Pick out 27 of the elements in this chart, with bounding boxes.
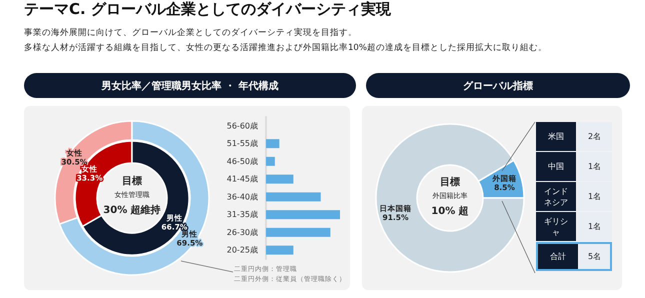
chart-title: グローバル指標 (366, 73, 630, 98)
chart-title: テーマC. グローバル企業としてのダイバーシティ実現 (24, 0, 391, 19)
category-label: 中国 (536, 152, 576, 181)
category-label: ギリシャ (536, 212, 576, 241)
text: 1名 (588, 222, 602, 231)
y-tick-label: 26-30歳 (226, 228, 258, 237)
text: 5名 (588, 252, 602, 261)
category-label: 合計 (538, 244, 578, 269)
y-tick-label: 20-25歳 (226, 246, 258, 255)
text: 10% 超 (431, 206, 469, 217)
text: 1名 (588, 162, 602, 171)
y-tick-label: 31-35歳 (226, 210, 258, 220)
y-tick-label: 41-45歳 (226, 174, 258, 184)
text: 2名 (588, 132, 602, 141)
text: 目標 (122, 176, 142, 187)
y-tick-label: 56-60歳 (226, 121, 258, 130)
text: 1名 (588, 192, 602, 201)
y-tick-label: 36-40歳 (226, 192, 258, 202)
text: 目標 (440, 177, 460, 188)
y-tick-label: 51-55歳 (226, 139, 258, 148)
category-label: インドネシア (536, 182, 576, 211)
text: 男女比率／管理職男女比率 ・ 年代構成 (24, 73, 356, 98)
text: 多様な人材が活躍する組織を目指して、女性の更なる活躍推進および外国籍比率10%超の達成を目標とした採用拡大に取り組む。 (24, 42, 547, 55)
y-tick-label: 46-50歳 (226, 156, 258, 166)
chart-subtitle: 事業の海外展開に向けて、グローバル企業としてのダイバーシティ実現を目指す。 (24, 26, 358, 40)
category-label: 米国 (536, 122, 576, 151)
text: 30% 超維持 (103, 205, 161, 216)
